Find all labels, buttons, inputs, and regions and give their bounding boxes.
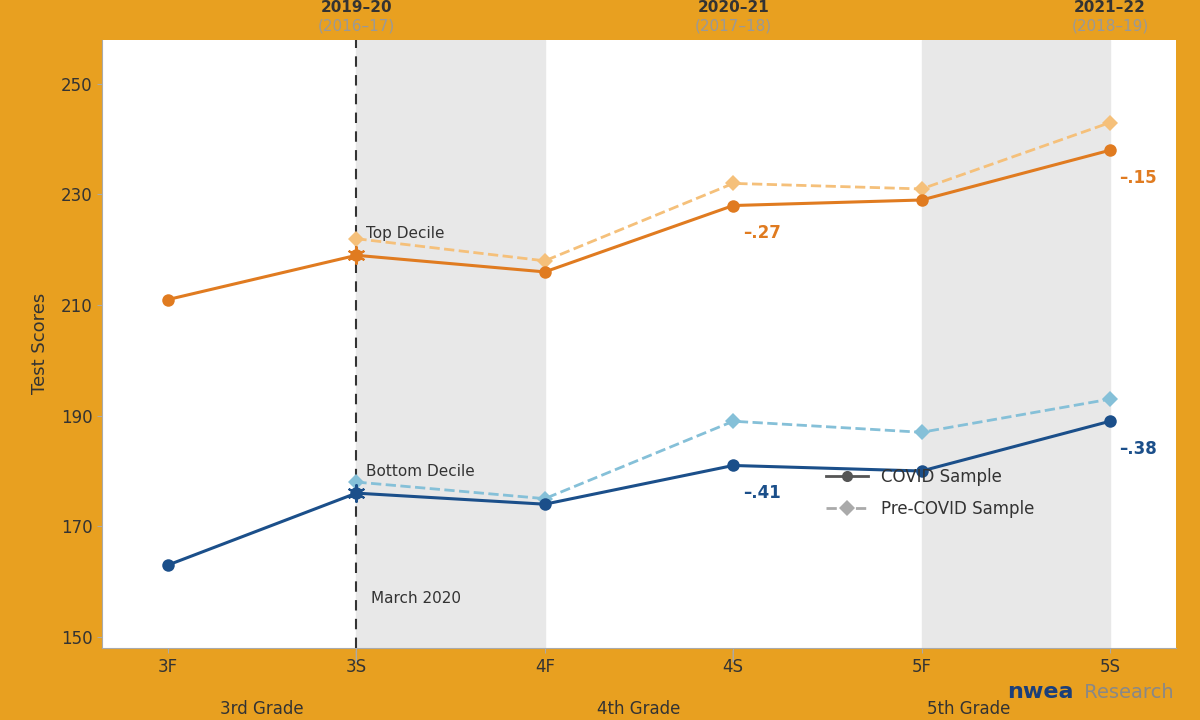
Text: 2019–20: 2019–20 <box>320 0 392 15</box>
Text: –.41: –.41 <box>743 484 780 502</box>
Text: Bottom Decile: Bottom Decile <box>366 464 474 479</box>
Text: 5th Grade: 5th Grade <box>928 700 1010 718</box>
Text: –.27: –.27 <box>743 224 780 242</box>
Text: 4th Grade: 4th Grade <box>598 700 680 718</box>
Text: 2021–22: 2021–22 <box>1074 0 1146 15</box>
Text: –.38: –.38 <box>1120 440 1157 458</box>
Text: 2020–21: 2020–21 <box>697 0 769 15</box>
Legend: COVID Sample, Pre-COVID Sample: COVID Sample, Pre-COVID Sample <box>820 462 1040 524</box>
Bar <box>922 40 1110 648</box>
Text: Research: Research <box>1078 683 1174 702</box>
Bar <box>356 40 545 648</box>
Text: nwea: nwea <box>1008 682 1074 702</box>
Text: (2017–18): (2017–18) <box>695 19 772 34</box>
Text: Top Decile: Top Decile <box>366 225 444 240</box>
Text: (2016–17): (2016–17) <box>318 19 395 34</box>
Text: 3rd Grade: 3rd Grade <box>221 700 304 718</box>
Text: –.15: –.15 <box>1120 169 1157 187</box>
Y-axis label: Test Scores: Test Scores <box>31 293 49 395</box>
Text: March 2020: March 2020 <box>372 590 462 606</box>
Text: (2018–19): (2018–19) <box>1072 19 1148 34</box>
